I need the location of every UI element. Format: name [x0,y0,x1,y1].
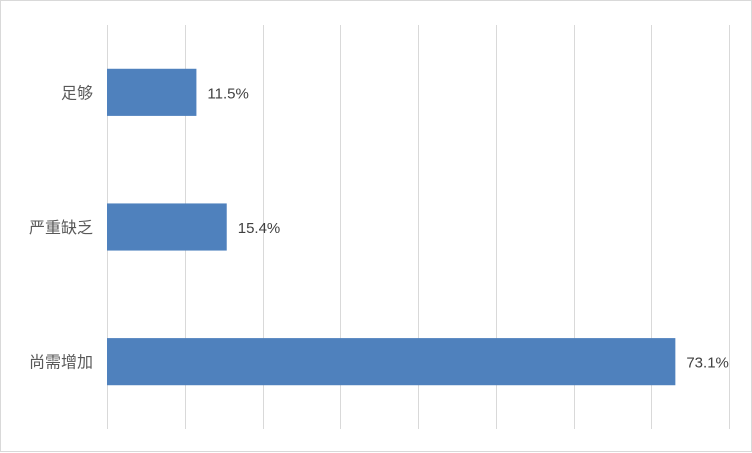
bar [107,203,227,251]
bar [107,338,676,386]
data-label: 11.5% [207,85,248,102]
bars [107,68,676,386]
labels: 足够 11.5% 严重缺乏 15.4% 尚需增加 73.1% [29,83,729,371]
bar [107,68,197,116]
data-label: 15.4% [238,220,281,237]
category-label: 尚需增加 [29,353,93,372]
category-label: 严重缺乏 [29,218,93,237]
category-label: 足够 [61,83,93,102]
data-label: 73.1% [686,355,729,372]
